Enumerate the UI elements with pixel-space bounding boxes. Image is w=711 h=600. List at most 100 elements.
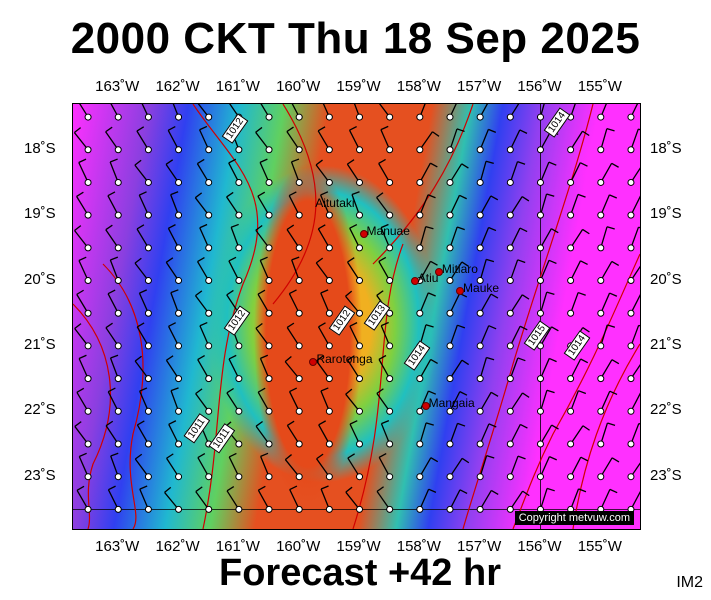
wind-barb-staff bbox=[319, 194, 330, 216]
wind-barb-flag bbox=[611, 457, 620, 463]
wind-barb-flag bbox=[430, 162, 438, 168]
wind-barb-staff bbox=[317, 130, 330, 151]
wind-barb-flag bbox=[380, 125, 389, 131]
wind-station-circle bbox=[325, 146, 333, 154]
wind-barb-flag bbox=[432, 131, 440, 137]
wind-station-circle bbox=[416, 211, 424, 219]
wind-barb-staff bbox=[380, 325, 391, 347]
isobar-line bbox=[462, 104, 594, 529]
wind-station-circle bbox=[567, 407, 575, 415]
latitude-label-left: 20˚S bbox=[24, 270, 56, 288]
wind-barb-flag bbox=[486, 455, 495, 459]
wind-barb-flag bbox=[551, 424, 559, 430]
wind-barb-staff bbox=[349, 423, 361, 445]
wind-station-circle bbox=[627, 113, 635, 121]
wind-station-circle bbox=[235, 473, 243, 481]
wind-barb-flag bbox=[580, 456, 589, 462]
wind-barb-staff bbox=[600, 324, 608, 347]
wind-barb-staff bbox=[228, 162, 240, 183]
wind-barb-staff bbox=[600, 194, 610, 216]
wind-barb-staff bbox=[479, 325, 490, 347]
wind-station-circle bbox=[114, 244, 122, 252]
wind-barb-flag bbox=[378, 256, 387, 262]
wind-station-circle bbox=[597, 440, 605, 448]
wind-station-circle bbox=[506, 440, 514, 448]
wind-barb-flag bbox=[517, 455, 526, 460]
wind-barb-staff bbox=[449, 128, 458, 150]
wind-station-circle bbox=[114, 309, 122, 317]
longitude-label-top: 163˚W bbox=[95, 78, 140, 95]
wind-station-circle bbox=[597, 211, 605, 219]
wind-barb-staff bbox=[228, 358, 240, 379]
wind-station-circle bbox=[295, 146, 303, 154]
wind-station-circle bbox=[265, 473, 273, 481]
wind-barb-flag bbox=[166, 355, 174, 361]
wind-barb-flag bbox=[164, 486, 172, 493]
wind-barb-staff bbox=[139, 390, 149, 412]
wind-station-circle bbox=[114, 277, 122, 285]
wind-barb-flag bbox=[427, 194, 436, 199]
wind-barb-flag bbox=[349, 125, 357, 131]
wind-barb-flag bbox=[577, 193, 586, 198]
longitude-label-top: 156˚W bbox=[517, 78, 562, 95]
wind-barb-flag bbox=[289, 289, 297, 295]
wind-barb-staff bbox=[76, 196, 89, 216]
wind-station-circle bbox=[114, 178, 122, 186]
wind-station-circle bbox=[144, 407, 152, 415]
wind-station-circle bbox=[295, 440, 303, 448]
wind-barb-flag bbox=[378, 158, 386, 164]
wind-station-circle bbox=[325, 277, 333, 285]
wind-station-circle bbox=[536, 277, 544, 285]
wind-station-circle bbox=[175, 146, 183, 154]
wind-barb-staff bbox=[257, 195, 270, 216]
wind-barb-staff bbox=[345, 491, 361, 510]
wind-barb-staff bbox=[286, 229, 300, 249]
wind-barb-staff bbox=[380, 227, 391, 249]
wind-barb-flag bbox=[376, 192, 384, 198]
wind-barb-staff bbox=[630, 294, 640, 314]
wind-barb-flag bbox=[286, 126, 294, 133]
wind-station-circle bbox=[627, 309, 635, 317]
wind-station-circle bbox=[567, 211, 575, 219]
wind-station-circle bbox=[416, 146, 424, 154]
wind-station-circle bbox=[386, 244, 394, 252]
wind-station-circle bbox=[416, 113, 424, 121]
wind-barb-staff bbox=[286, 425, 300, 445]
wind-barb-staff bbox=[107, 489, 119, 510]
wind-station-circle bbox=[476, 113, 484, 121]
wind-barb-staff bbox=[449, 391, 461, 412]
wind-station-circle bbox=[627, 342, 635, 350]
wind-barb-staff bbox=[449, 163, 463, 183]
wind-barb-flag bbox=[228, 158, 237, 164]
wind-barb-flag bbox=[197, 354, 205, 361]
wind-barb-flag bbox=[197, 256, 205, 263]
wind-barb-staff bbox=[539, 161, 550, 183]
wind-barb-staff bbox=[419, 422, 427, 445]
wind-station-circle bbox=[446, 505, 454, 513]
wind-station-circle bbox=[265, 505, 273, 513]
wind-barb-staff bbox=[78, 162, 89, 183]
wind-station-circle bbox=[325, 309, 333, 317]
wind-barb-staff bbox=[539, 260, 550, 281]
wind-barb-staff bbox=[76, 392, 89, 412]
wind-station-circle bbox=[597, 244, 605, 252]
wind-barb-flag bbox=[490, 293, 499, 299]
wind-barb-flag bbox=[289, 387, 298, 393]
latitude-label-left: 22˚S bbox=[24, 401, 56, 419]
wind-barb-staff bbox=[199, 227, 210, 249]
wind-barb-flag bbox=[226, 485, 235, 492]
wind-barb-flag bbox=[195, 290, 203, 297]
wind-barb-staff bbox=[379, 104, 391, 118]
wind-barb-flag bbox=[459, 391, 468, 396]
wind-station-circle bbox=[325, 244, 333, 252]
wind-station-circle bbox=[84, 407, 92, 415]
wind-barb-staff bbox=[378, 163, 391, 183]
wind-barb-flag bbox=[107, 387, 116, 393]
wind-barb-flag bbox=[228, 354, 237, 360]
wind-barb-staff bbox=[479, 195, 492, 216]
wind-barb-staff bbox=[479, 490, 492, 510]
wind-station-circle bbox=[597, 473, 605, 481]
wind-barb-staff bbox=[600, 104, 607, 118]
wind-barb-flag bbox=[291, 256, 300, 261]
wind-barb-flag bbox=[488, 128, 497, 133]
